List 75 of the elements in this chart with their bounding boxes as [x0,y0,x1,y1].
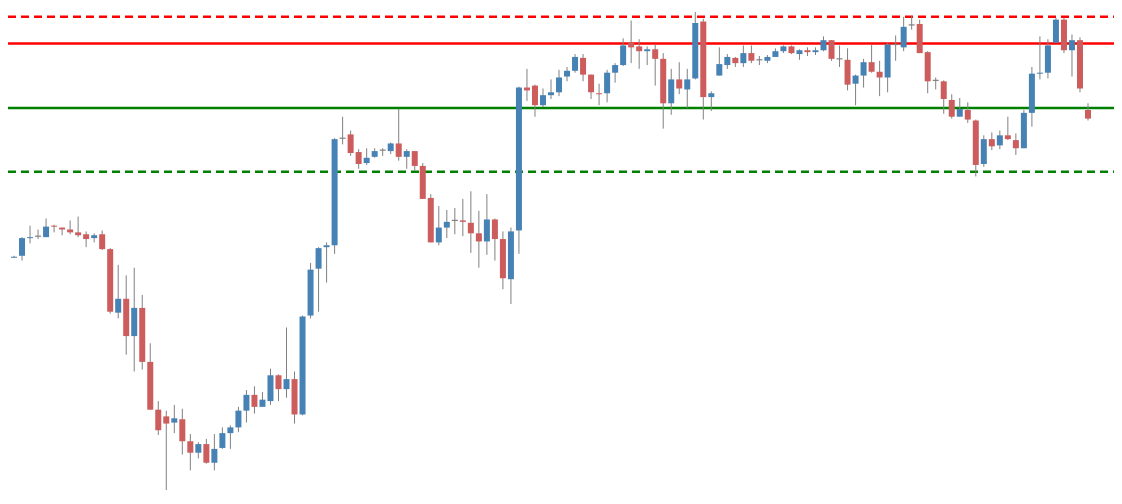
candlestick [67,219,74,235]
candlestick [964,101,971,124]
candlestick [940,79,947,115]
candlestick [612,62,619,84]
candlestick [275,373,282,402]
candlestick [1012,132,1019,156]
candlestick [556,69,563,97]
candlestick [1036,35,1043,80]
candlestick [572,53,579,74]
candlestick [27,225,34,244]
candlestick [668,68,675,116]
candlestick [171,404,178,434]
candlestick [251,385,258,415]
candlestick [187,433,194,471]
candlestick [564,66,571,82]
candlestick [852,74,859,106]
candlestick [828,39,835,62]
candlestick [620,37,627,67]
candlestick [1085,102,1091,122]
candlestick [652,44,659,87]
candlestick [115,264,122,319]
candlestick [491,218,498,262]
candlestick [948,93,955,120]
candlestick [531,84,538,118]
candlestick [411,150,418,172]
candlestick [227,424,234,450]
candlestick [604,69,611,103]
candlestick [636,38,643,70]
candlestick [459,198,466,237]
candlestick [99,229,106,251]
candlestick [716,46,723,77]
candlestick [475,210,482,269]
candlestick [860,58,867,89]
candlestick [1068,33,1075,78]
candlestick [19,236,26,262]
candlestick [580,53,587,82]
candlestick [868,44,875,74]
candlestick [75,216,82,238]
candlestick [740,44,747,68]
candlestick [900,16,907,52]
candlestick [235,406,242,433]
candlestick [395,108,402,162]
candlestick [211,433,218,471]
candlestick [708,90,715,112]
candlestick [956,97,963,118]
candlestick [443,209,450,239]
candlestick [11,255,17,259]
candlestick [539,87,546,108]
candlestick [1004,116,1011,141]
candlestick [684,68,691,109]
candlestick [283,326,290,399]
candlestick [355,148,362,170]
candlestick [91,232,98,243]
candlestick [163,410,170,491]
candlestick [467,190,474,254]
candlestick [219,426,226,450]
candlestick [347,130,354,157]
candlestick [483,193,490,256]
candlestick [403,148,410,170]
candlestick [596,83,603,106]
candlestick [83,230,90,248]
candlestick [51,224,58,233]
candlestick [243,389,250,424]
candlestick [548,78,554,100]
candlestick [1052,17,1059,44]
candlestick [155,400,162,436]
candlestick [435,205,442,246]
candlestick [588,74,595,100]
candlestick [323,241,330,284]
candlestick [996,130,1003,150]
candlestick [676,61,683,95]
candlestick [203,438,210,465]
candlestick [644,45,651,66]
candlestick [179,408,186,456]
candlestick [315,246,322,313]
